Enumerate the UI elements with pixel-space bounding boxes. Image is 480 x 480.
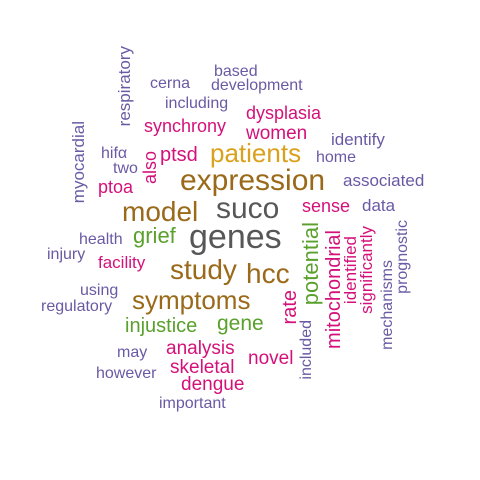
word-myocardial: myocardial (69, 121, 88, 204)
word-facility: facility (98, 253, 146, 272)
word-suco: suco (216, 192, 280, 225)
word-novel: novel (248, 348, 294, 369)
word-rate: rate (279, 290, 301, 325)
word-two: two (113, 160, 138, 177)
word-sense: sense (302, 196, 351, 216)
word-dysplasia: dysplasia (246, 103, 322, 123)
word-included: included (298, 320, 315, 380)
word-synchrony: synchrony (144, 116, 227, 136)
word-patients: patients (210, 138, 302, 168)
word-hif: hifα (101, 145, 128, 162)
word-expression: expression (180, 164, 326, 197)
word-may: may (117, 344, 148, 361)
word-health: health (79, 231, 123, 248)
word-data: data (362, 196, 396, 215)
word-associated: associated (343, 171, 425, 190)
word-mechanisms: mechanisms (379, 260, 396, 350)
word-gene: gene (217, 312, 264, 335)
word-identify: identify (331, 130, 385, 149)
word-grief: grief (133, 223, 176, 248)
word-using: using (80, 282, 119, 299)
word-important: important (159, 395, 226, 412)
word-skeletal: skeletal (170, 357, 235, 378)
word-based: based (214, 63, 258, 80)
word-home: home (316, 149, 357, 166)
word-development: development (211, 77, 303, 94)
word-however: however (96, 365, 157, 382)
word-ptsd: ptsd (160, 144, 198, 166)
word-including: including (165, 95, 229, 112)
word-regulatory: regulatory (41, 298, 113, 315)
word-ptoa: ptoa (98, 177, 134, 197)
word-dengue: dengue (181, 374, 245, 395)
word-significantly: significantly (357, 226, 376, 314)
word-hcc: hcc (246, 258, 290, 289)
word-also: also (140, 151, 160, 185)
word-cerna: cerna (150, 75, 191, 92)
word-model: model (122, 196, 199, 227)
word-genes: genes (189, 218, 282, 256)
word-symptoms: symptoms (132, 285, 251, 315)
word-analysis: analysis (166, 338, 235, 359)
word-respiratory: respiratory (115, 46, 134, 127)
word-women: women (246, 123, 308, 144)
word-prognostic: prognostic (394, 220, 411, 294)
word-injury: injury (47, 246, 86, 263)
word-potential: potential (298, 222, 323, 306)
word-injustice: injustice (125, 315, 198, 337)
word-study: study (170, 254, 237, 285)
